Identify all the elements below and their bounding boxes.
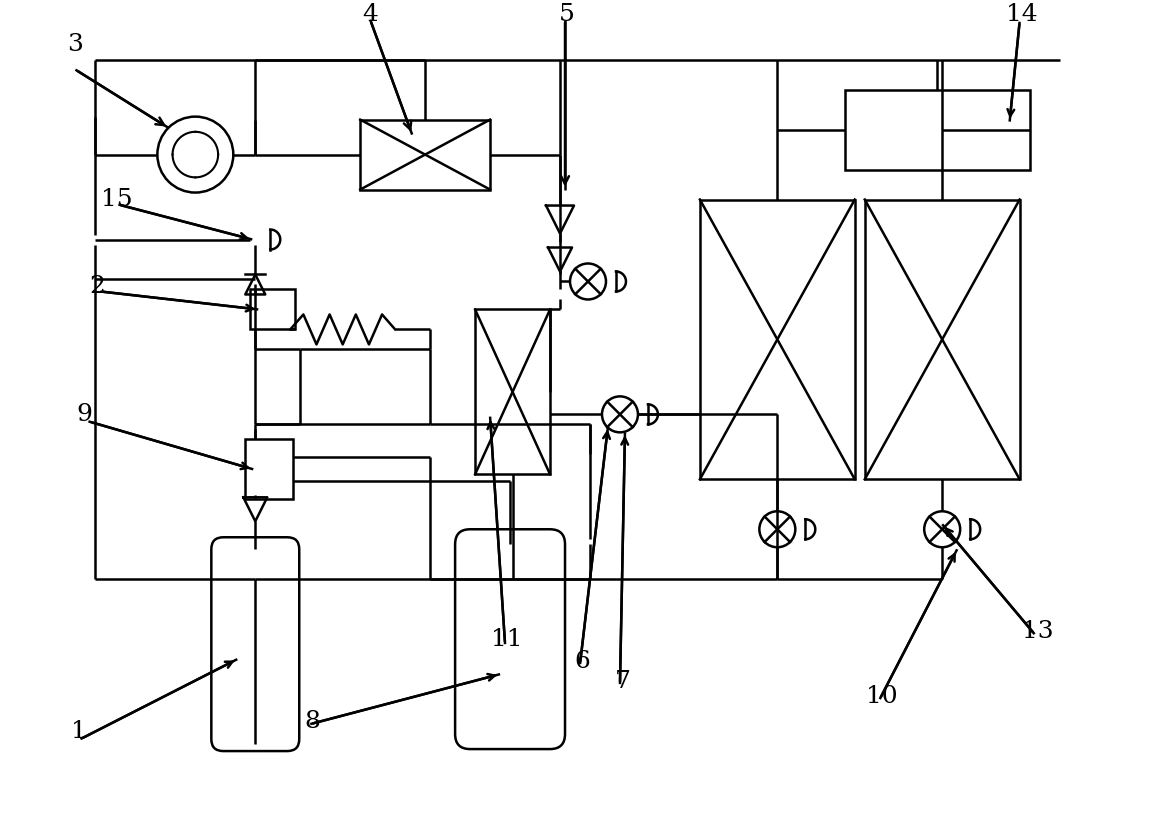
Text: 2: 2 xyxy=(89,275,106,298)
Text: 3: 3 xyxy=(67,34,83,56)
Text: 8: 8 xyxy=(304,710,321,732)
Text: 7: 7 xyxy=(615,670,630,693)
FancyBboxPatch shape xyxy=(456,529,565,749)
Text: 13: 13 xyxy=(1021,620,1053,643)
Bar xyxy=(250,289,295,330)
Bar xyxy=(845,90,1030,169)
Text: 5: 5 xyxy=(559,3,575,26)
Text: 4: 4 xyxy=(363,3,378,26)
Bar xyxy=(700,200,855,479)
FancyBboxPatch shape xyxy=(211,537,299,751)
Text: 11: 11 xyxy=(491,628,522,651)
Text: 6: 6 xyxy=(574,649,591,673)
Bar xyxy=(865,200,1020,479)
Text: 15: 15 xyxy=(101,188,133,211)
Bar xyxy=(245,440,294,499)
Text: 14: 14 xyxy=(1006,3,1038,26)
Text: 9: 9 xyxy=(76,403,93,426)
Bar xyxy=(475,310,551,474)
Bar xyxy=(360,120,490,190)
Text: 1: 1 xyxy=(70,720,87,743)
Text: 10: 10 xyxy=(866,685,898,707)
